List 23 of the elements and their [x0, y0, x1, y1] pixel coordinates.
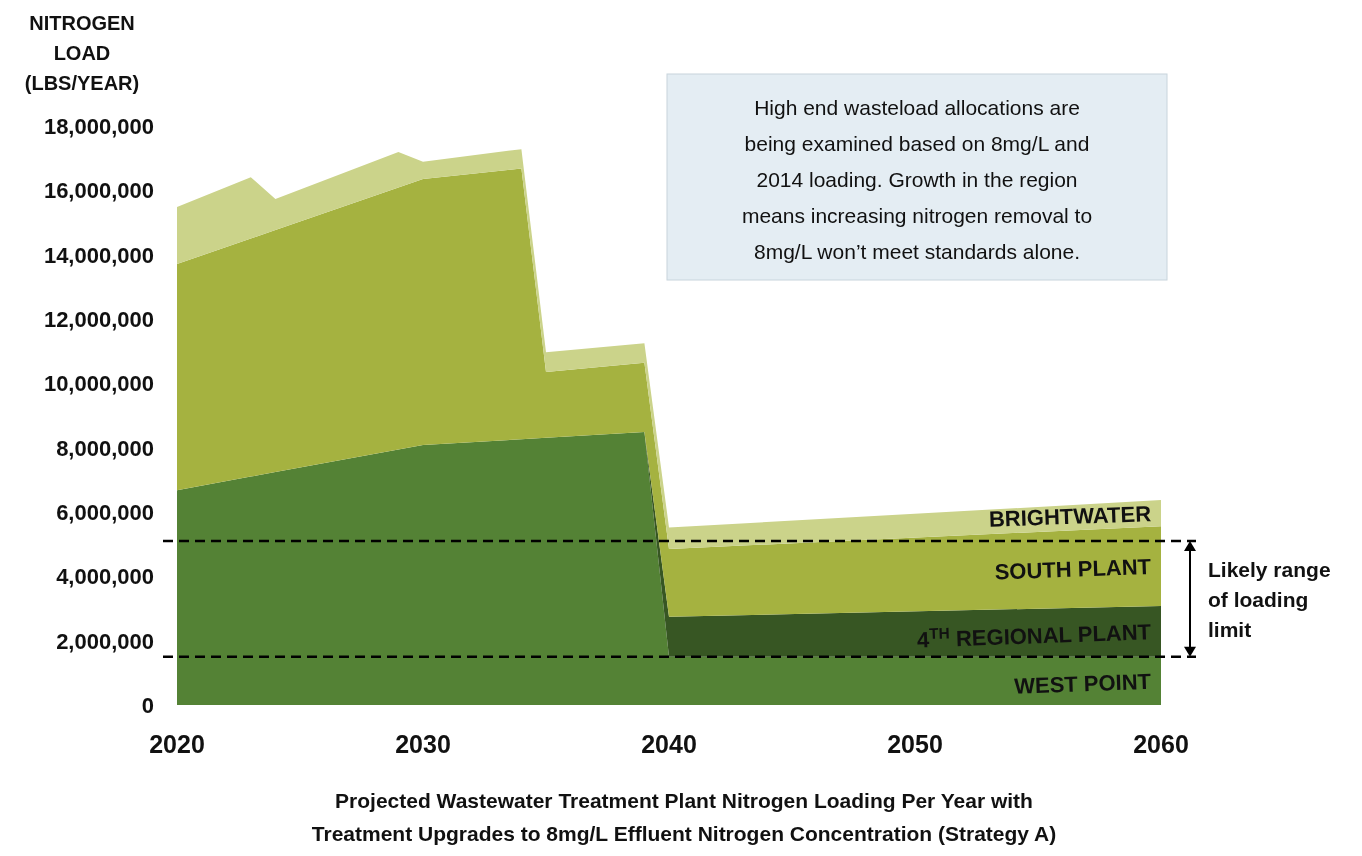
y-tick-label: 2,000,000: [56, 628, 154, 654]
series-label: WEST POINT: [1013, 668, 1153, 699]
y-axis-title: NITROGEN LOAD (LBS/YEAR): [24, 12, 140, 94]
y-tick-label: 14,000,000: [43, 242, 154, 268]
annotation: High end wasteload allocations are being examined based on 8mg/L and 2014 loading. Growth in the region means increasing nitrogen removal to 8mg/L won’t meet standards alone.: [741, 96, 1093, 263]
x-tick-label: 2050: [887, 730, 943, 758]
x-tick-label: 2030: [395, 730, 451, 758]
y-tick-label: 16,000,000: [43, 178, 154, 204]
y-tick-label: 4,000,000: [56, 564, 154, 590]
x-tick-label: 2060: [1133, 730, 1189, 758]
series-label: BRIGHTWATER: [988, 501, 1152, 532]
y-tick-label: 10,000,000: [43, 371, 154, 397]
x-tick-label: 2040: [641, 730, 697, 758]
text: Likely range of loading limit: [1208, 557, 1331, 641]
y-tick-label: 0: [141, 693, 154, 718]
series-label: 4$^{TH}$ REGIONAL PLANT: [916, 619, 1153, 653]
y-tick-label: 8,000,000: [56, 435, 154, 461]
series-label: SOUTH PLANT: [994, 554, 1152, 585]
x-tick-label: 2020: [149, 730, 205, 758]
y-tick-label: 6,000,000: [56, 500, 154, 525]
text: Projected Wastewater Treatment Plant Nitrogen Loading Per Year with Treatment Upgrades to 8mg/L Effluent Nitrogen Concentration (Strategy A): [311, 789, 1057, 845]
y-tick-label: 12,000,000: [43, 307, 154, 332]
y-tick-label: 18,000,000: [43, 114, 154, 139]
